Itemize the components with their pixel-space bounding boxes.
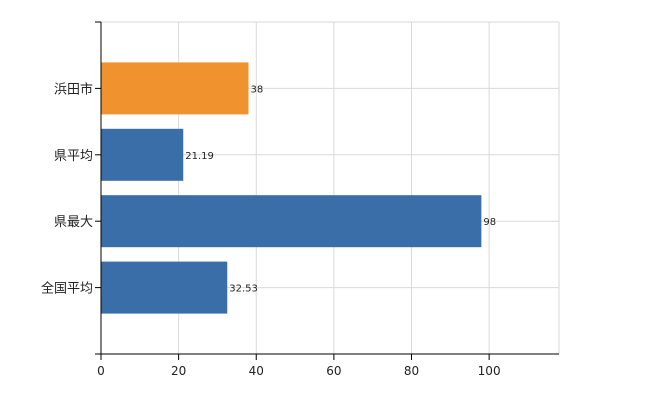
- bars: [101, 62, 482, 314]
- x-tick-label-80: 80: [404, 364, 419, 378]
- data-label-0: 38: [250, 84, 263, 95]
- bar-2: [101, 195, 482, 248]
- x-tick-label-60: 60: [326, 364, 341, 378]
- data-label-1: 21.19: [185, 151, 214, 162]
- bar-0: [101, 62, 249, 115]
- x-tick-label-0: 0: [97, 364, 105, 378]
- x-tick-label-40: 40: [249, 364, 264, 378]
- axes: [95, 21, 559, 360]
- x-tick-label-20: 20: [171, 364, 186, 378]
- category-label-2: 県最大: [54, 215, 93, 230]
- data-label-2: 98: [483, 217, 496, 228]
- x-tick-label-100: 100: [478, 364, 501, 378]
- data-label-3: 32.53: [229, 284, 258, 295]
- bar-3: [101, 261, 228, 314]
- category-label-0: 浜田市: [54, 81, 93, 97]
- bar-1: [101, 128, 184, 181]
- category-label-1: 県平均: [54, 149, 93, 164]
- category-label-3: 全国平均: [41, 281, 93, 297]
